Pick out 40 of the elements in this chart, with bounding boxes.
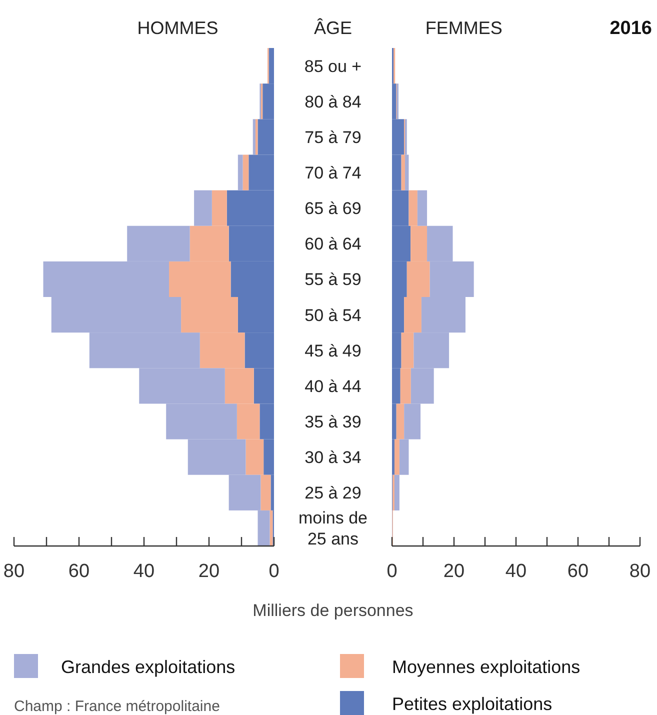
chart-title: HOMMES — [137, 18, 218, 38]
bar — [252, 119, 256, 155]
bar — [242, 154, 249, 190]
y-tick-label: 85 ou + — [304, 56, 362, 76]
x-tick-label: 20 — [443, 561, 465, 582]
x-tick-label: 0 — [268, 561, 280, 582]
y-tick-label: 35 à 39 — [304, 412, 362, 432]
x-tick-label: 40 — [133, 561, 155, 582]
x-tick-label: 40 — [505, 561, 527, 582]
y-tick-label: 60 à 64 — [304, 234, 362, 254]
text: 2016 — [610, 18, 652, 39]
y-tick-label: 55 à 59 — [304, 270, 362, 290]
y-tick-label: 65 à 69 — [304, 199, 362, 218]
y-tick-label: 40 à 44 — [304, 376, 362, 396]
y-tick-label: 30 à 34 — [304, 448, 362, 468]
x-tick-label: 60 — [567, 561, 589, 582]
legend-label: Grandes exploitations — [61, 657, 236, 677]
x-tick-label: 80 — [629, 561, 651, 582]
y-tick-label: 70 à 74 — [304, 164, 362, 182]
bar — [194, 190, 212, 226]
bar — [417, 190, 428, 226]
y-tick-label: moins de 25 ans — [298, 508, 368, 549]
legend-label: Petites exploitations — [392, 694, 552, 714]
y-tick-label: 25 à 29 — [304, 484, 362, 503]
y-tick-label: 50 à 54 — [304, 306, 362, 325]
y-tick-label: 45 à 49 — [304, 341, 362, 360]
bar — [238, 154, 243, 190]
text: Champ : France métropolitaine — [14, 698, 220, 715]
bar — [255, 119, 258, 155]
x-tick-label: 60 — [68, 561, 90, 582]
y-tick-label: 80 à 84 — [304, 92, 362, 112]
x-tick-label: 0 — [386, 561, 398, 582]
y-tick-label: 75 à 79 — [304, 128, 362, 147]
bar — [394, 474, 400, 510]
y-axis-title: ÂGE — [314, 18, 352, 38]
x-tick-label: 80 — [3, 561, 25, 582]
chart-title: FEMMES — [425, 18, 502, 38]
x-axis-title: Milliers de personnes — [252, 601, 414, 620]
x-tick-label: 20 — [198, 561, 220, 582]
legend-label: Moyennes exploitations — [392, 657, 580, 677]
